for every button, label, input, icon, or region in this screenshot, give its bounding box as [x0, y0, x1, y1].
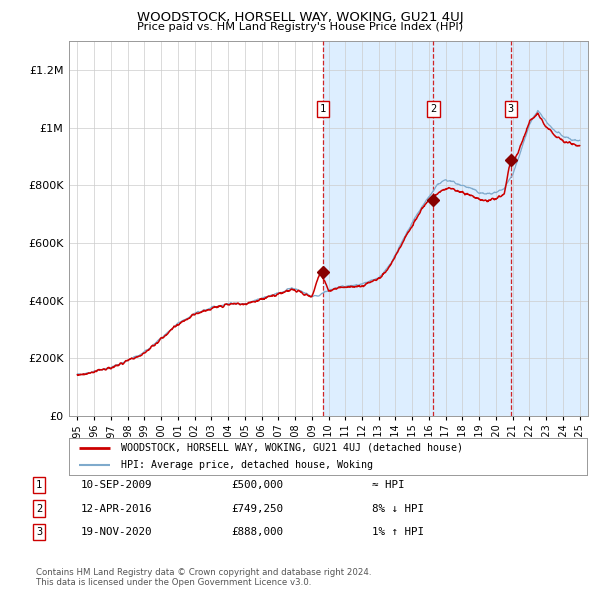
Text: 2: 2 — [430, 104, 437, 114]
Text: 12-APR-2016: 12-APR-2016 — [81, 504, 152, 513]
Text: Price paid vs. HM Land Registry's House Price Index (HPI): Price paid vs. HM Land Registry's House … — [137, 22, 463, 32]
Text: 1% ↑ HPI: 1% ↑ HPI — [372, 527, 424, 537]
Text: HPI: Average price, detached house, Woking: HPI: Average price, detached house, Woki… — [121, 460, 373, 470]
Text: 1: 1 — [320, 104, 326, 114]
Text: 19-NOV-2020: 19-NOV-2020 — [81, 527, 152, 537]
Text: Contains HM Land Registry data © Crown copyright and database right 2024.
This d: Contains HM Land Registry data © Crown c… — [36, 568, 371, 587]
Text: 1: 1 — [36, 480, 42, 490]
Text: WOODSTOCK, HORSELL WAY, WOKING, GU21 4UJ: WOODSTOCK, HORSELL WAY, WOKING, GU21 4UJ — [137, 11, 463, 24]
Text: ≈ HPI: ≈ HPI — [372, 480, 404, 490]
Bar — [323, 41, 600, 416]
Text: 2: 2 — [36, 504, 42, 513]
Text: 3: 3 — [36, 527, 42, 537]
Text: 3: 3 — [508, 104, 514, 114]
Text: £749,250: £749,250 — [231, 504, 283, 513]
Text: 10-SEP-2009: 10-SEP-2009 — [81, 480, 152, 490]
Text: 8% ↓ HPI: 8% ↓ HPI — [372, 504, 424, 513]
Text: £888,000: £888,000 — [231, 527, 283, 537]
Text: WOODSTOCK, HORSELL WAY, WOKING, GU21 4UJ (detached house): WOODSTOCK, HORSELL WAY, WOKING, GU21 4UJ… — [121, 443, 463, 453]
Text: £500,000: £500,000 — [231, 480, 283, 490]
